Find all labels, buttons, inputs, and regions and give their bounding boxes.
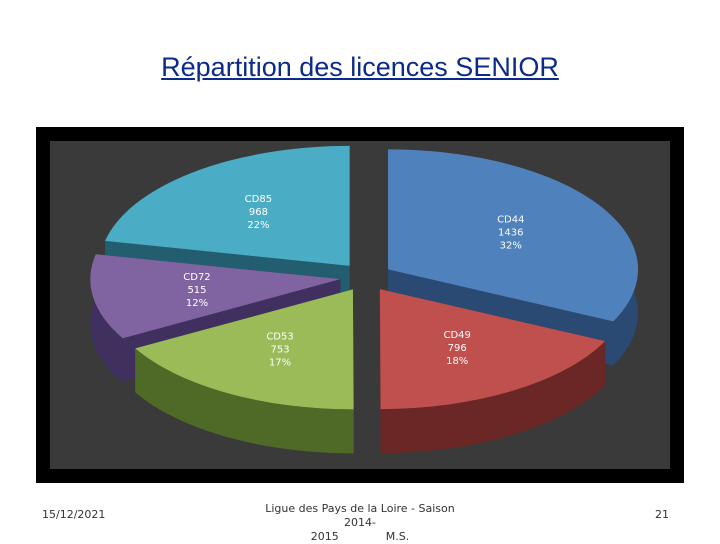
slice-cd85-top xyxy=(105,145,350,266)
slide-date: 15/12/2021 xyxy=(42,508,106,521)
footer-line2: 2015 M.S. xyxy=(250,530,470,544)
footer-line1: Ligue des Pays de la Loire - Saison 2014… xyxy=(265,502,455,529)
slice-cd49 xyxy=(379,289,606,454)
slice-cd53-percent: 17% xyxy=(269,358,291,369)
slice-cd72-label: CD72 xyxy=(183,272,210,283)
slice-cd72-value: 515 xyxy=(187,285,206,296)
footer-author: M.S. xyxy=(385,530,410,543)
slice-cd49-percent: 18% xyxy=(446,356,468,367)
slice-cd49-top xyxy=(379,289,606,410)
slice-cd53-label: CD53 xyxy=(266,332,293,343)
slice-cd53 xyxy=(135,289,354,454)
slice-cd85-percent: 22% xyxy=(247,220,269,231)
slice-cd85-label: CD85 xyxy=(245,194,272,205)
slice-cd44-top xyxy=(388,149,639,322)
slice-cd72-side xyxy=(90,254,123,383)
slice-cd49-side xyxy=(380,341,606,454)
pie-chart: CD85 968 22% CD44 1436 32% CD72 515 12% CD49 796 18… xyxy=(36,127,684,483)
slice-cd49-value: 796 xyxy=(448,343,467,354)
slice-cd72-percent: 12% xyxy=(186,298,208,309)
slide-footer: Ligue des Pays de la Loire - Saison 2014… xyxy=(250,502,470,544)
slice-cd44-label: CD44 xyxy=(497,214,524,225)
slice-cd53-side xyxy=(135,348,354,454)
slide-title: Répartition des licences SENIOR xyxy=(161,52,559,82)
slice-cd49-edge-1 xyxy=(379,289,381,454)
slice-cd53-value: 753 xyxy=(271,345,290,356)
slice-cd53-top xyxy=(135,289,354,410)
slice-cd44-value: 1436 xyxy=(498,227,523,238)
slice-cd72-top xyxy=(90,254,341,339)
slice-cd44-percent: 32% xyxy=(500,240,522,251)
footer-season-end: 2015 xyxy=(310,530,339,543)
slice-cd49-label: CD49 xyxy=(443,330,470,341)
slice-cd85-value: 968 xyxy=(249,207,268,218)
pie-chart-svg: CD85 968 22% CD44 1436 32% CD72 515 12% CD49 796 18… xyxy=(50,141,670,469)
page-number: 21 xyxy=(655,508,669,521)
